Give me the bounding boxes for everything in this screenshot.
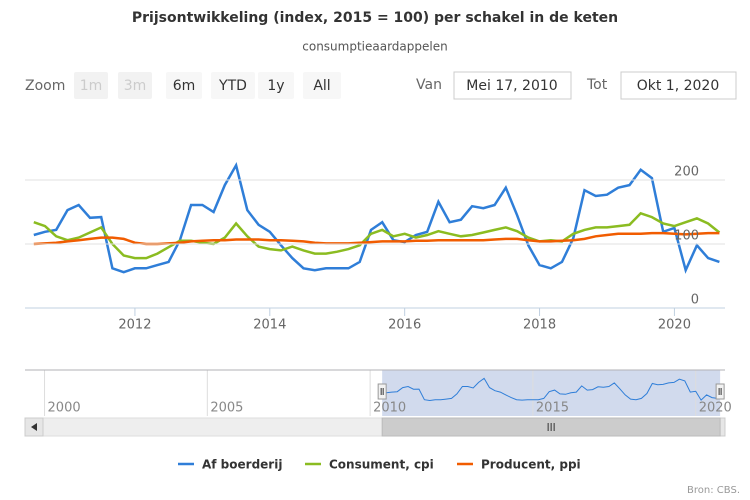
navigator-label: 2020 (699, 401, 732, 416)
navigator-label: 2005 (210, 401, 243, 416)
range-button[interactable] (166, 72, 202, 99)
credits: Bron: CBS. (687, 485, 740, 496)
plot-area (33, 161, 721, 274)
navigator-line (386, 377, 718, 402)
x-tick-label: 2020 (658, 318, 691, 333)
y-tick-label: 0 (691, 293, 699, 308)
legend-label[interactable]: Consument, cpi (329, 458, 434, 472)
from-input[interactable] (453, 71, 572, 100)
handle-grip (380, 388, 384, 395)
navigator-label: 2010 (373, 401, 406, 416)
range-button[interactable] (303, 72, 341, 99)
range-button[interactable] (258, 72, 294, 99)
navigator-label: 2000 (48, 401, 81, 416)
to-label: Tot (586, 77, 608, 93)
x-tick-label: 2014 (253, 318, 286, 333)
range-button-label[interactable]: 6m (173, 78, 196, 94)
range-button (118, 72, 152, 99)
x-tick-label: 2016 (388, 318, 421, 333)
zoom-label: Zoom (25, 78, 65, 94)
thumb-grip (547, 423, 555, 431)
x-tick-label: 2012 (118, 318, 151, 333)
from-label: Van (416, 77, 442, 93)
handle-grip (718, 388, 722, 395)
range-button-label[interactable]: All (313, 78, 330, 94)
navigator-mask (382, 370, 721, 416)
range-button-label[interactable]: 1y (267, 78, 284, 94)
series-line (33, 211, 721, 260)
range-button (74, 72, 108, 99)
navigator-handle[interactable] (715, 383, 725, 400)
from-value[interactable]: Mei 17, 2010 (466, 78, 557, 94)
range-button[interactable] (211, 72, 255, 99)
navigator-handle[interactable] (377, 383, 387, 400)
range-button-label[interactable]: YTD (218, 78, 247, 94)
chart-subtitle: consumptieaardappelen (302, 40, 447, 54)
chart-title: Prijsontwikkeling (index, 2015 = 100) pe… (132, 10, 618, 26)
range-button-label: 3m (124, 78, 147, 94)
y-tick-label: 200 (674, 165, 699, 180)
legend-label[interactable]: Af boerderij (202, 458, 282, 472)
series-line (33, 231, 720, 246)
to-input[interactable] (620, 71, 737, 100)
navigator (25, 370, 725, 418)
x-tick-label: 2018 (523, 318, 556, 333)
navigator-label: 2015 (536, 401, 569, 416)
series-line (33, 161, 720, 274)
range-button-label: 1m (80, 78, 103, 94)
to-value[interactable]: Okt 1, 2020 (637, 78, 720, 94)
y-tick-label: 100 (674, 229, 699, 244)
legend-label[interactable]: Producent, ppi (481, 458, 581, 472)
arrow-left (31, 423, 37, 431)
